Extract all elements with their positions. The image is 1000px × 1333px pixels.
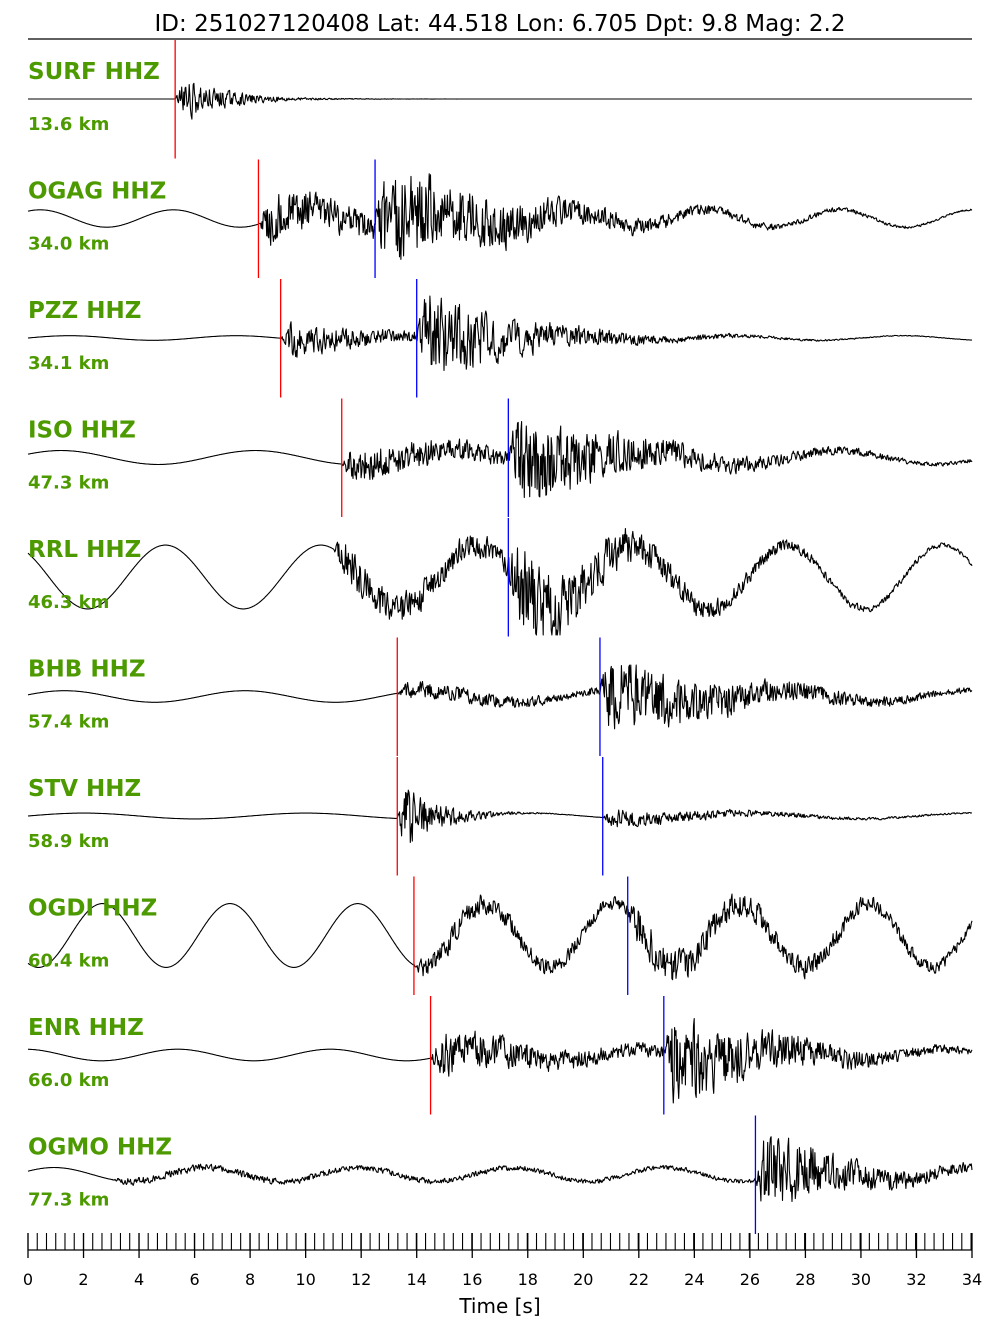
figure-title: ID: 251027120408 Lat: 44.518 Lon: 6.705 … <box>155 11 846 37</box>
time-axis-label: Time [s] <box>458 1294 540 1318</box>
tick-label: 8 <box>245 1270 255 1289</box>
trace-bhb-hhz <box>27 664 973 730</box>
tick-label: 34 <box>962 1270 982 1289</box>
tick-label: 14 <box>407 1270 427 1289</box>
station-name-rrl-hhz: RRL HHZ <box>28 537 141 563</box>
station-distance-ogmo-hhz: 77.3 km <box>28 1190 109 1211</box>
tick-label: 10 <box>295 1270 315 1289</box>
tick-label: 30 <box>851 1270 871 1289</box>
station-name-bhb-hhz: BHB HHZ <box>28 657 146 683</box>
station-name-iso-hhz: ISO HHZ <box>28 418 136 444</box>
tick-label: 26 <box>740 1270 760 1289</box>
trace-ogmo-hhz <box>27 1136 973 1203</box>
station-name-ogag-hhz: OGAG HHZ <box>28 179 166 205</box>
tick-label: 2 <box>78 1270 88 1289</box>
station-distance-rrl-hhz: 46.3 km <box>28 592 109 613</box>
station-distance-ogdi-hhz: 60.4 km <box>28 951 109 972</box>
tick-label: 6 <box>189 1270 199 1289</box>
station-name-ogmo-hhz: OGMO HHZ <box>28 1135 172 1161</box>
tick-label: 32 <box>906 1270 926 1289</box>
tick-label: 24 <box>684 1270 704 1289</box>
trace-surf-hhz <box>28 82 972 120</box>
station-name-stv-hhz: STV HHZ <box>28 776 141 802</box>
tick-label: 16 <box>462 1270 482 1289</box>
tick-label: 12 <box>351 1270 371 1289</box>
station-distance-enr-hhz: 66.0 km <box>28 1070 109 1091</box>
trace-enr-hhz <box>27 1017 973 1104</box>
station-name-enr-hhz: ENR HHZ <box>28 1015 144 1041</box>
trace-pzz-hhz <box>27 295 973 372</box>
station-labels: SURF HHZ 13.6 km OGAG HHZ 34.0 km PZZ HHZ 34.… <box>28 59 172 1211</box>
trace-rrl-hhz <box>27 527 973 636</box>
trace-ogdi-hhz <box>27 893 973 981</box>
station-distance-pzz-hhz: 34.1 km <box>28 353 109 374</box>
tick-label: 18 <box>518 1270 538 1289</box>
trace-stv-hhz <box>27 789 973 844</box>
trace-panels <box>27 82 973 1203</box>
station-name-ogdi-hhz: OGDI HHZ <box>28 896 157 922</box>
station-distance-iso-hhz: 47.3 km <box>28 473 109 494</box>
time-axis: Time [s] 0 2 4 6 8 10 12 14 16 18 20 22 24 26 28 30 32 34 <box>23 1233 982 1318</box>
phase-picks <box>174 40 757 1234</box>
trace-iso-hhz <box>27 420 973 499</box>
tick-label: 20 <box>573 1270 593 1289</box>
station-distance-stv-hhz: 58.9 km <box>28 831 109 852</box>
tick-label: 22 <box>629 1270 649 1289</box>
station-distance-ogag-hhz: 34.0 km <box>28 234 109 255</box>
tick-label: 0 <box>23 1270 33 1289</box>
station-name-surf-hhz: SURF HHZ <box>28 59 160 85</box>
tick-label: 28 <box>795 1270 815 1289</box>
station-name-pzz-hhz: PZZ HHZ <box>28 298 141 324</box>
tick-label: 4 <box>134 1270 144 1289</box>
station-distance-bhb-hhz: 57.4 km <box>28 712 109 733</box>
station-distance-surf-hhz: 13.6 km <box>28 114 109 135</box>
trace-ogag-hhz <box>27 173 973 260</box>
